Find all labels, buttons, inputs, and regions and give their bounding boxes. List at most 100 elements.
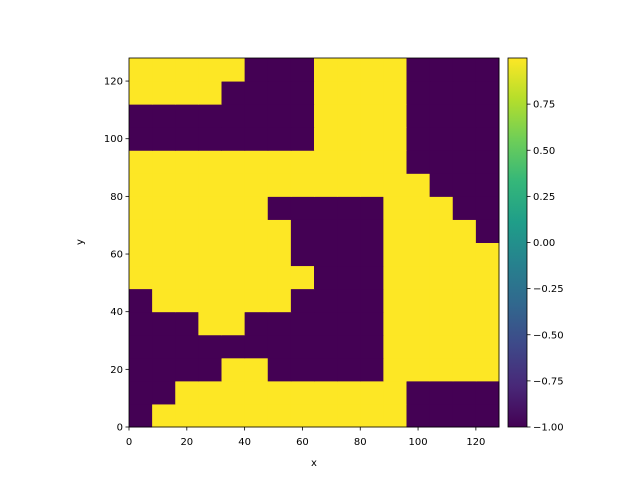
colorbar (507, 57, 528, 428)
heatmap-cell (198, 104, 222, 128)
heatmap-cell (452, 403, 477, 428)
heatmap-cell (429, 173, 454, 197)
heatmap-cell (360, 288, 384, 313)
heatmap-cell (475, 173, 500, 197)
y-tick-label: 0 (117, 423, 123, 434)
heatmap-cell (267, 104, 292, 128)
heatmap-cell (129, 288, 153, 313)
x-tick-label: 100 (409, 437, 428, 448)
heatmap-cell (452, 150, 477, 174)
heatmap-cell (475, 127, 500, 151)
heatmap-cell (429, 104, 454, 128)
heatmap-cell (290, 311, 315, 336)
heatmap-cell (290, 58, 315, 82)
heatmap-cell (129, 403, 153, 428)
heatmap-cell (290, 265, 315, 290)
colorbar-tick-label: 0.50 (533, 146, 555, 157)
heatmap-cell (152, 219, 176, 243)
heatmap-cell (175, 380, 199, 405)
heatmap-cell (406, 265, 431, 290)
heatmap-cell (290, 196, 315, 220)
heatmap-cell (337, 150, 361, 174)
heatmap-cell (452, 81, 477, 105)
heatmap-cell (267, 357, 292, 382)
heatmap-cell (360, 219, 384, 243)
heatmap-cell (429, 81, 454, 105)
y-tick-label: 120 (104, 77, 123, 88)
heatmap-cell (383, 196, 407, 220)
heatmap-cell (314, 150, 338, 174)
heatmap-cell (452, 58, 477, 82)
heatmap-cell (290, 150, 315, 174)
heatmap-cell (475, 288, 500, 313)
heatmap-cell (221, 288, 246, 313)
x-tick-label: 40 (238, 437, 251, 448)
heatmap-cell (129, 380, 153, 405)
heatmap-cell (290, 403, 315, 428)
heatmap-cell (383, 242, 407, 267)
heatmap-cell (152, 265, 176, 290)
y-tick-label: 20 (110, 365, 123, 376)
heatmap-cell (406, 311, 431, 336)
heatmap-cell (198, 173, 222, 197)
heatmap-cell (360, 357, 384, 382)
heatmap-cell (290, 288, 315, 313)
heatmap-cell (221, 58, 246, 82)
heatmap-cell (152, 150, 176, 174)
heatmap-cell (175, 334, 199, 359)
heatmap-cell (475, 380, 500, 405)
colorbar-tick-label: −1.00 (533, 423, 564, 434)
heatmap-cell (152, 334, 176, 359)
heatmap-cell (244, 127, 269, 151)
heatmap-cell (267, 403, 292, 428)
x-tick-label: 20 (180, 437, 193, 448)
heatmap-cell (314, 242, 338, 267)
heatmap-cell (152, 104, 176, 128)
heatmap-cell (406, 58, 431, 82)
heatmap-cell (267, 173, 292, 197)
heatmap-cell (267, 58, 292, 82)
heatmap-cell (290, 242, 315, 267)
heatmap-cell (337, 104, 361, 128)
x-tick-label: 80 (354, 437, 367, 448)
heatmap-cell (337, 81, 361, 105)
heatmap-cell (337, 265, 361, 290)
heatmap-cell (406, 334, 431, 359)
heatmap-cell (337, 311, 361, 336)
heatmap-cell (152, 58, 176, 82)
heatmap-cell (452, 196, 477, 220)
heatmap-cell (267, 81, 292, 105)
heatmap-cell (337, 196, 361, 220)
heatmap-cell (198, 58, 222, 82)
heatmap-cell (475, 311, 500, 336)
heatmap-cell (429, 334, 454, 359)
heatmap-cell (383, 403, 407, 428)
heatmap-cell (360, 403, 384, 428)
heatmap-cell (267, 334, 292, 359)
heatmap-cell (314, 58, 338, 82)
heatmap-cell (175, 81, 199, 105)
heatmap-cell (244, 196, 269, 220)
heatmap-cell (406, 173, 431, 197)
heatmap-cell (152, 196, 176, 220)
heatmap-cell (314, 196, 338, 220)
heatmap-cell (337, 403, 361, 428)
heatmap-cell (244, 380, 269, 405)
heatmap-cell (314, 334, 338, 359)
heatmap-cell (429, 219, 454, 243)
heatmap-cell (129, 242, 153, 267)
heatmap-cell (360, 311, 384, 336)
heatmap-cell (475, 196, 500, 220)
heatmap-cell (314, 127, 338, 151)
y-tick-label: 80 (110, 192, 123, 203)
heatmap-cell (175, 173, 199, 197)
colorbar-tick-label: −0.50 (533, 330, 564, 341)
heatmap-cell (360, 334, 384, 359)
heatmap-cell (475, 150, 500, 174)
heatmap-cell (221, 150, 246, 174)
heatmap-cell (383, 311, 407, 336)
heatmap-cell (129, 311, 153, 336)
heatmap-cell (152, 380, 176, 405)
heatmap-cell (244, 81, 269, 105)
heatmap-cell (244, 242, 269, 267)
